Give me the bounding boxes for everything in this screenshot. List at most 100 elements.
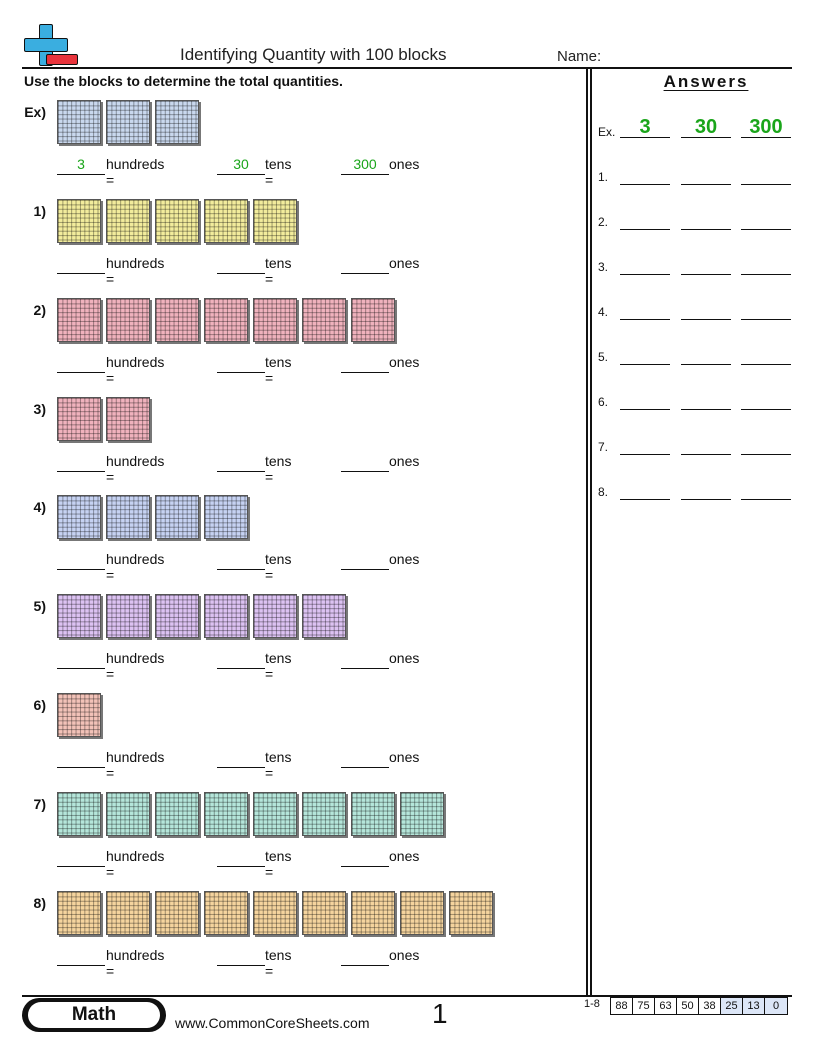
hundred-blocks xyxy=(57,199,297,243)
hundreds-blank[interactable] xyxy=(57,848,105,867)
tens-blank[interactable] xyxy=(217,255,265,274)
hundred-block xyxy=(400,890,444,935)
answer-blank[interactable] xyxy=(681,389,731,410)
tens-label: tens = xyxy=(265,847,292,880)
column-divider-inner xyxy=(590,67,592,995)
logo-plus-horizontal xyxy=(24,38,68,52)
hundred-block xyxy=(253,890,297,935)
hundred-block xyxy=(155,890,199,935)
ones-blank[interactable] xyxy=(341,947,389,966)
answer-blank[interactable] xyxy=(681,479,731,500)
answer-blank[interactable] xyxy=(741,479,791,500)
answer-blank[interactable] xyxy=(681,299,731,320)
tens-blank[interactable] xyxy=(217,354,265,373)
ones-label: ones xyxy=(389,255,420,271)
hundred-block xyxy=(449,890,493,935)
answer-blank[interactable]: 30 xyxy=(681,117,731,138)
answer-blank[interactable] xyxy=(741,389,791,410)
column-divider xyxy=(586,67,588,995)
answer-blank[interactable] xyxy=(741,434,791,455)
tens-blank[interactable] xyxy=(217,947,265,966)
ones-blank[interactable] xyxy=(341,453,389,472)
hundred-block xyxy=(253,297,297,342)
tens-blank[interactable] xyxy=(217,453,265,472)
answer-row: 8. xyxy=(598,479,798,509)
ones-blank[interactable] xyxy=(341,255,389,274)
hundred-block xyxy=(57,693,101,737)
ones-blank[interactable] xyxy=(341,551,389,571)
ones-blank[interactable] xyxy=(341,848,389,867)
hundreds-blank[interactable] xyxy=(57,551,105,571)
answer-blank[interactable] xyxy=(741,344,791,365)
hundred-blocks xyxy=(57,693,101,737)
answer-blank[interactable] xyxy=(741,209,791,230)
site-url: www.CommonCoreSheets.com xyxy=(175,1015,370,1031)
hundreds-blank[interactable] xyxy=(57,255,105,274)
answer-blank[interactable] xyxy=(620,164,670,185)
score-range-label: 1-8 xyxy=(584,998,600,1010)
answer-blank[interactable] xyxy=(681,254,731,275)
hundreds-blank[interactable] xyxy=(57,354,105,373)
hundreds-blank[interactable]: 3 xyxy=(57,156,105,175)
problem: 3) hundreds = tens = ones xyxy=(0,396,580,497)
ones-blank[interactable] xyxy=(341,749,389,768)
tens-label: tens = xyxy=(265,156,292,188)
tens-blank[interactable] xyxy=(217,650,265,670)
answer-row: Ex. 3 30 300 xyxy=(598,117,798,147)
hundred-block xyxy=(57,890,101,935)
ones-blank[interactable] xyxy=(341,650,389,670)
answer-blank[interactable] xyxy=(620,389,670,410)
answer-blank[interactable] xyxy=(681,434,731,455)
tens-blank[interactable]: 30 xyxy=(217,156,265,175)
hundred-blocks xyxy=(57,297,395,342)
problem: 1) hundreds = tens = ones xyxy=(0,199,580,299)
ones-blank[interactable] xyxy=(341,354,389,373)
answer-blank[interactable] xyxy=(620,479,670,500)
tens-blank[interactable] xyxy=(217,551,265,571)
answer-blank[interactable] xyxy=(741,254,791,275)
example-problem: Ex) 3 hundreds = 30 tens = 300 ones xyxy=(0,100,580,200)
answer-row: 3. xyxy=(598,254,798,284)
tens-blank[interactable] xyxy=(217,848,265,867)
answer-blank[interactable] xyxy=(741,164,791,185)
hundreds-label: hundreds = xyxy=(106,452,165,485)
hundred-block xyxy=(106,199,150,243)
answer-blank[interactable] xyxy=(620,254,670,275)
hundreds-blank[interactable] xyxy=(57,947,105,966)
answer-blank[interactable]: 3 xyxy=(620,117,670,138)
answer-row: 2. xyxy=(598,209,798,239)
hundred-block xyxy=(57,495,101,540)
hundred-blocks xyxy=(57,791,444,836)
hundred-block xyxy=(155,495,199,540)
hundred-block xyxy=(302,297,346,342)
hundred-blocks xyxy=(57,396,150,441)
answer-row-label: 6. xyxy=(598,395,609,409)
answer-blank[interactable]: 300 xyxy=(741,117,791,138)
problem-label: Ex) xyxy=(24,104,46,120)
hundred-block xyxy=(204,495,248,540)
answer-blank[interactable] xyxy=(681,164,731,185)
answer-blank[interactable] xyxy=(741,299,791,320)
hundred-block xyxy=(106,100,150,144)
hundred-block xyxy=(155,297,199,342)
hundred-block xyxy=(204,297,248,342)
answer-blank[interactable] xyxy=(620,434,670,455)
ones-blank[interactable]: 300 xyxy=(341,156,389,175)
hundreds-blank[interactable] xyxy=(57,453,105,472)
answer-blank[interactable] xyxy=(681,209,731,230)
hundred-block xyxy=(155,199,199,243)
score-table: 88 75 63 50 38 25 13 0 xyxy=(610,997,788,1015)
answer-blank[interactable] xyxy=(620,344,670,365)
answer-blank[interactable] xyxy=(620,209,670,230)
header-divider xyxy=(22,67,792,69)
hundreds-blank[interactable] xyxy=(57,650,105,670)
hundreds-label: hundreds = xyxy=(106,946,165,979)
hundred-block xyxy=(253,199,297,243)
answer-blank[interactable] xyxy=(620,299,670,320)
problem-label: 8) xyxy=(33,894,46,911)
answer-blank[interactable] xyxy=(681,344,731,365)
hundred-block xyxy=(351,791,395,836)
tens-blank[interactable] xyxy=(217,749,265,768)
hundreds-label: hundreds = xyxy=(106,551,165,584)
hundreds-blank[interactable] xyxy=(57,749,105,768)
